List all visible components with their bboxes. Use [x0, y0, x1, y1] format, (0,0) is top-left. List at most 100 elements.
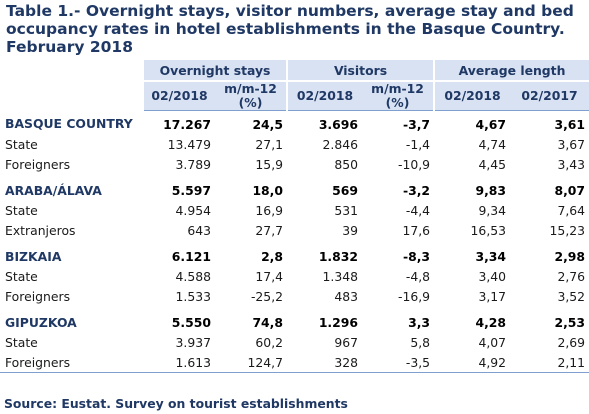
- average-length-cell: 3,17: [478, 288, 507, 304]
- average-length-prev-cell: 8,07: [554, 182, 586, 198]
- overnight-stays-cell: 17.267: [163, 116, 211, 132]
- overnight-change-cell: 18,0: [252, 182, 284, 198]
- table-row: Foreigners 3.789 15,9 850 -10,9 4,45 3,4…: [0, 154, 589, 174]
- change-label-line1: m/m-12: [371, 81, 424, 96]
- overnight-change-cell: 15,9: [255, 156, 284, 172]
- visitors-cell: 1.296: [318, 314, 359, 330]
- header-corner-2: [0, 81, 144, 111]
- average-length-cell: 9,83: [475, 182, 507, 198]
- group-header-row: Overnight stays Visitors Average length: [0, 60, 589, 82]
- table-row: State 13.479 27,1 2.846 -1,4 4,74 3,67: [0, 134, 589, 154]
- row-label: Foreigners: [5, 156, 71, 172]
- visitors-change-cell: -10,9: [397, 156, 431, 172]
- average-length-cell: 16,53: [470, 222, 507, 238]
- overnight-change-cell: 16,9: [255, 202, 284, 218]
- row-label: State: [5, 334, 38, 350]
- visitors-change-cell: 3,3: [408, 314, 431, 330]
- overnight-change-cell: -25,2: [250, 288, 284, 304]
- table-row-region: ARABA/ÁLAVA 5.597 18,0 569 -3,2 9,83 8,0…: [0, 174, 589, 200]
- overnight-stays-cell: 5.597: [171, 182, 211, 198]
- visitors-change-cell: -3,2: [402, 182, 431, 198]
- visitors-cell: 3.696: [318, 116, 359, 132]
- visitors-cell: 483: [334, 288, 359, 304]
- row-label: State: [5, 268, 38, 284]
- source-note: Source: Eustat. Survey on tourist establ…: [4, 396, 348, 411]
- table-row: State 3.937 60,2 967 5,8 4,07 2,69: [0, 332, 589, 352]
- average-length-prev-cell: 3,43: [557, 156, 586, 172]
- sub-header-average-period: 02/2018: [433, 81, 511, 111]
- average-length-prev-cell: 2,69: [557, 334, 586, 350]
- sub-header-visitors-period: 02/2018: [286, 81, 363, 111]
- overnight-stays-cell: 3.789: [175, 156, 211, 172]
- table-row: Foreigners 1.533 -25,2 483 -16,9 3,17 3,…: [0, 286, 589, 306]
- visitors-change-cell: -3,5: [362, 352, 435, 373]
- overnight-change-cell: 24,5: [252, 116, 284, 132]
- group-header-visitors: Visitors: [286, 60, 435, 82]
- row-label: GIPUZKOA: [5, 314, 77, 330]
- table-row-region: GIPUZKOA 5.550 74,8 1.296 3,3 4,28 2,53: [0, 306, 589, 332]
- average-length-cell: 4,92: [434, 352, 511, 373]
- visitors-cell: 39: [342, 222, 359, 238]
- average-length-prev-cell: 3,67: [557, 136, 586, 152]
- average-length-cell: 4,28: [475, 314, 507, 330]
- overnight-stays-cell: 5.550: [171, 314, 211, 330]
- row-label: Extranjeros: [5, 222, 76, 238]
- table-row: State 4.954 16,9 531 -4,4 9,34 7,64: [0, 200, 589, 220]
- visitors-change-cell: -16,9: [397, 288, 431, 304]
- overnight-stays-cell: 643: [187, 222, 211, 238]
- visitors-change-cell: 17,6: [402, 222, 431, 238]
- change-label-line1: m/m-12: [224, 81, 277, 96]
- overnight-stays-cell: 4.588: [175, 268, 211, 284]
- visitors-change-cell: -8,3: [402, 248, 431, 264]
- visitors-cell: 328: [287, 352, 363, 373]
- average-length-prev-cell: 2,11: [510, 352, 589, 373]
- average-length-prev-cell: 15,23: [549, 222, 586, 238]
- overnight-stays-cell: 3.937: [175, 334, 211, 350]
- average-length-cell: 3,40: [478, 268, 507, 284]
- row-label: Foreigners: [5, 288, 71, 304]
- overnight-change-cell: 74,8: [252, 314, 284, 330]
- group-header-overnight: Overnight stays: [144, 60, 288, 82]
- average-length-prev-cell: 7,64: [557, 202, 586, 218]
- sub-header-overnight-period: 02/2018: [144, 81, 215, 111]
- visitors-cell: 1.832: [318, 248, 359, 264]
- overnight-stays-cell: 4.954: [175, 202, 211, 218]
- overnight-stays-cell: 1.533: [175, 288, 211, 304]
- overnight-stays-cell: 6.121: [171, 248, 211, 264]
- table-row: State 4.588 17,4 1.348 -4,8 3,40 2,76: [0, 266, 589, 286]
- row-label: BIZKAIA: [5, 248, 62, 264]
- average-length-cell: 4,07: [478, 334, 507, 350]
- average-length-cell: 4,74: [478, 136, 507, 152]
- average-length-prev-cell: 3,61: [554, 116, 586, 132]
- sub-header-visitors-change: m/m-12 (%): [362, 81, 435, 111]
- visitors-change-cell: 5,8: [410, 334, 431, 350]
- change-label-line2: (%): [385, 95, 410, 110]
- overnight-change-cell: 27,1: [255, 136, 284, 152]
- visitors-change-cell: -4,8: [405, 268, 431, 284]
- overnight-change-cell: 2,8: [261, 248, 284, 264]
- visitors-cell: 531: [334, 202, 359, 218]
- row-label: ARABA/ÁLAVA: [5, 182, 102, 198]
- visitors-change-cell: -3,7: [402, 116, 431, 132]
- sub-header-row: 02/2018 m/m-12 (%) 02/2018 m/m-12 (%) 02…: [0, 81, 589, 111]
- sub-header-overnight-change: m/m-12 (%): [215, 81, 288, 111]
- average-length-cell: 4,67: [475, 116, 507, 132]
- row-label: State: [5, 202, 38, 218]
- overnight-change-cell: 124,7: [215, 352, 288, 373]
- overnight-stays-cell: 13.479: [167, 136, 211, 152]
- visitors-cell: 967: [334, 334, 359, 350]
- average-length-prev-cell: 2,76: [557, 268, 586, 284]
- sub-header-average-prev-period: 02/2017: [510, 81, 589, 111]
- visitors-cell: 569: [332, 182, 359, 198]
- average-length-prev-cell: 2,98: [554, 248, 586, 264]
- average-length-cell: 4,45: [478, 156, 507, 172]
- change-label-line2: (%): [238, 95, 263, 110]
- visitors-change-cell: -1,4: [405, 136, 431, 152]
- average-length-prev-cell: 2,53: [554, 314, 586, 330]
- table-row-region: BASQUE COUNTRY 17.267 24,5 3.696 -3,7 4,…: [0, 111, 589, 135]
- group-header-average-length: Average length: [433, 60, 589, 82]
- visitors-cell: 850: [334, 156, 359, 172]
- row-label: BASQUE COUNTRY: [5, 116, 133, 132]
- visitors-cell: 2.846: [322, 136, 359, 152]
- row-label: State: [5, 136, 38, 152]
